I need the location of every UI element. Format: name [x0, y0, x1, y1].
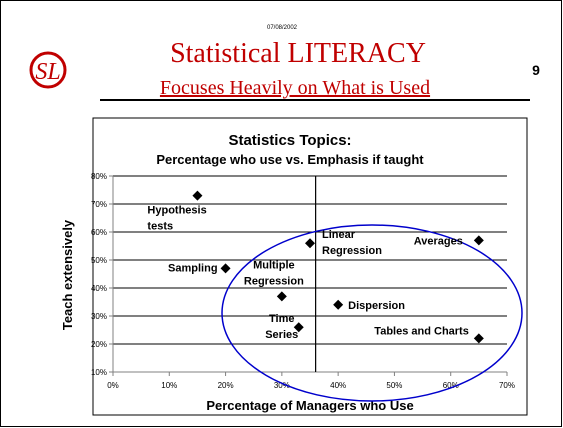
x-tick-label: 10% [161, 381, 177, 390]
x-axis-label: Percentage of Managers who Use [206, 398, 413, 413]
y-tick-label: 60% [91, 228, 107, 237]
point-label: tests [147, 221, 173, 233]
slide-subtitle: Focuses Heavily on What is Used [160, 77, 430, 99]
point [192, 190, 203, 201]
y-tick-label: 70% [91, 200, 107, 209]
point-label: Tables and Charts [374, 325, 469, 337]
point [305, 238, 315, 249]
y-tick-label: 20% [91, 340, 107, 349]
point-label: Linear [322, 229, 356, 241]
x-tick-label: 30% [274, 381, 290, 390]
point-label: Regression [322, 245, 382, 257]
point-label: Regression [244, 275, 304, 287]
y-tick-label: 40% [91, 284, 107, 293]
x-tick-label: 40% [330, 381, 346, 390]
x-tick-label: 60% [443, 381, 459, 390]
point-label: Hypothesis [147, 205, 206, 217]
y-tick-label: 10% [91, 368, 107, 377]
point [220, 263, 231, 274]
logo: SL [29, 51, 67, 89]
chart-title: Statistics Topics: [228, 132, 351, 149]
slide-title: Statistical LITERACY [170, 38, 426, 69]
highlight-ellipse [221, 224, 523, 402]
point-label: Multiple [253, 259, 295, 271]
point [473, 235, 484, 246]
point [333, 299, 344, 310]
y-tick-label: 30% [91, 312, 107, 321]
x-tick-label: 0% [107, 381, 119, 390]
point-label: Series [265, 329, 298, 341]
point [276, 291, 287, 302]
y-tick-label: 50% [91, 256, 107, 265]
page-number: 9 [532, 62, 540, 78]
chart-frame [92, 117, 528, 416]
point [293, 322, 304, 333]
chart-subtitle: Percentage who use vs. Emphasis if taugh… [156, 152, 424, 167]
y-axis-label: Teach extensively [60, 219, 75, 330]
logo-text: SL [35, 59, 60, 85]
point-label: Dispersion [348, 300, 405, 312]
point-label: Sampling [168, 262, 218, 274]
point [473, 333, 484, 344]
x-tick-label: 70% [499, 381, 515, 390]
x-tick-label: 50% [386, 381, 402, 390]
date: 07/08/2002 [267, 25, 298, 31]
x-tick-label: 20% [218, 381, 234, 390]
y-tick-label: 80% [91, 172, 107, 181]
point-label: Time [269, 313, 294, 325]
point-label: Averages [414, 235, 463, 247]
